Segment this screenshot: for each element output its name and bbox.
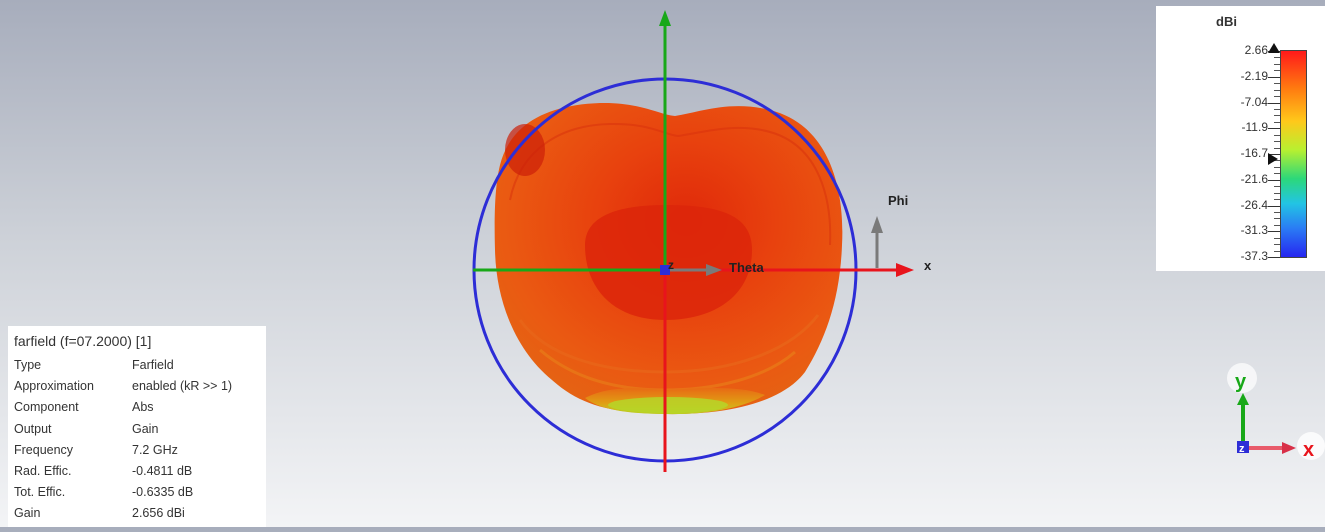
- colorbar-minor-tick: [1274, 199, 1280, 201]
- info-row-gain: Gain 2.656 dBi: [14, 503, 232, 524]
- colorbar-legend: dBi 2.66 -2.19 -7.04 -11.9 -16.7 -21.6 -26.4 -3…: [1156, 6, 1325, 271]
- axis-z-origin-marker: [660, 265, 670, 275]
- info-key: Frequency: [14, 442, 74, 457]
- colorbar-minor-tick: [1274, 173, 1280, 175]
- info-value: Abs: [132, 400, 154, 415]
- colorbar-minor-tick: [1274, 166, 1280, 168]
- colorbar-minor-tick: [1274, 224, 1280, 226]
- info-row-component: Component Abs: [14, 397, 232, 418]
- info-row-type: Type Farfield: [14, 355, 232, 376]
- colorbar-minor-tick: [1274, 250, 1280, 252]
- info-value: Gain: [132, 421, 159, 436]
- colorbar-minor-tick: [1274, 70, 1280, 72]
- info-key: Rad. Effic.: [14, 464, 72, 479]
- triad-z-label: z: [1239, 443, 1245, 455]
- info-row-output: Output Gain: [14, 419, 232, 440]
- colorbar-max-marker-icon[interactable]: [1268, 43, 1280, 53]
- colorbar-minor-tick: [1274, 141, 1280, 143]
- colorbar-tick: [1268, 205, 1280, 207]
- colorbar-minor-tick: [1274, 63, 1280, 65]
- colorbar-minor-tick: [1274, 121, 1280, 123]
- colorbar-minor-tick: [1274, 237, 1280, 239]
- info-value: Farfield: [132, 358, 174, 372]
- colorbar-tick-label: -37.3: [1240, 249, 1268, 263]
- colorbar-minor-tick: [1274, 89, 1280, 91]
- info-row-rad-effic: Rad. Effic. -0.4811 dB: [14, 461, 232, 482]
- colorbar-minor-tick: [1274, 134, 1280, 136]
- colorbar-tick-label: -16.7: [1240, 146, 1268, 160]
- phi-label: Phi: [888, 193, 908, 208]
- farfield-info-table: Type Farfield Approximation enabled (kR >>…: [14, 355, 232, 525]
- colorbar-threshold-marker-icon[interactable]: [1268, 153, 1278, 165]
- colorbar-tick-label: -31.3: [1240, 223, 1268, 238]
- radiation-pattern: [494, 102, 843, 415]
- colorbar-tick-label: -2.19: [1240, 68, 1268, 83]
- colorbar-tick-label: 2.66: [1244, 43, 1268, 57]
- info-key: Component: [14, 400, 79, 415]
- info-row-approximation: Approximation enabled (kR >> 1): [14, 376, 232, 397]
- farfield-info-panel: farfield (f=07.2000) [1] Type Farfield Ap…: [8, 326, 266, 527]
- farfield-info-title: farfield (f=07.2000) [1]: [14, 333, 152, 349]
- colorbar-minor-tick: [1274, 83, 1280, 85]
- colorbar-tick-label: -21.6: [1240, 171, 1268, 186]
- info-value: -0.4811 dB: [132, 464, 193, 479]
- triad-x-label: x: [1303, 439, 1314, 461]
- colorbar-tick: [1268, 179, 1280, 181]
- info-key: Output: [14, 421, 52, 436]
- info-key: Gain: [14, 506, 41, 521]
- info-key: Approximation: [14, 379, 94, 394]
- info-key: Type: [14, 358, 42, 372]
- colorbar-minor-tick: [1274, 57, 1280, 59]
- colorbar-gradient: [1280, 50, 1307, 258]
- colorbar-tick: [1268, 76, 1280, 78]
- colorbar-minor-tick: [1274, 186, 1280, 188]
- info-value: 2.656 dBi: [132, 506, 185, 521]
- colorbar-tick: [1268, 102, 1280, 104]
- colorbar-minor-tick: [1274, 147, 1280, 149]
- colorbar-minor-tick: [1274, 192, 1280, 194]
- axes: [473, 10, 914, 472]
- axis-x-arrowhead: [896, 263, 914, 277]
- info-row-tot-effic: Tot. Effic. -0.6335 dB: [14, 482, 232, 503]
- triad-y-label: y: [1235, 371, 1247, 393]
- info-row-frequency: Frequency 7.2 GHz: [14, 440, 232, 461]
- z-axis-label: z: [668, 258, 674, 272]
- colorbar-minor-tick: [1274, 96, 1280, 98]
- colorbar-tick: [1268, 128, 1280, 130]
- info-value: 7.2 GHz: [132, 442, 178, 457]
- colorbar-tick-label: -26.4: [1240, 197, 1268, 212]
- colorbar-minor-tick: [1274, 244, 1280, 246]
- colorbar-tick: [1268, 257, 1280, 258]
- axis-y-arrowhead: [659, 10, 671, 26]
- info-value: enabled (kR >> 1): [132, 379, 233, 394]
- colorbar-tick-label: -7.04: [1240, 94, 1268, 109]
- colorbar-minor-tick: [1274, 108, 1280, 110]
- x-axis-label: x: [924, 258, 932, 273]
- colorbar-minor-tick: [1274, 211, 1280, 213]
- colorbar-unit: dBi: [1216, 14, 1237, 29]
- colorbar-tick-label: -11.9: [1241, 120, 1268, 135]
- orientation-triad[interactable]: y x z: [1227, 363, 1325, 461]
- info-key: Tot. Effic.: [14, 485, 66, 500]
- theta-label: Theta: [729, 260, 764, 275]
- info-value: -0.6335 dB: [132, 485, 194, 500]
- colorbar-minor-tick: [1274, 218, 1280, 220]
- colorbar-tick: [1268, 231, 1280, 233]
- colorbar-minor-tick: [1274, 115, 1280, 117]
